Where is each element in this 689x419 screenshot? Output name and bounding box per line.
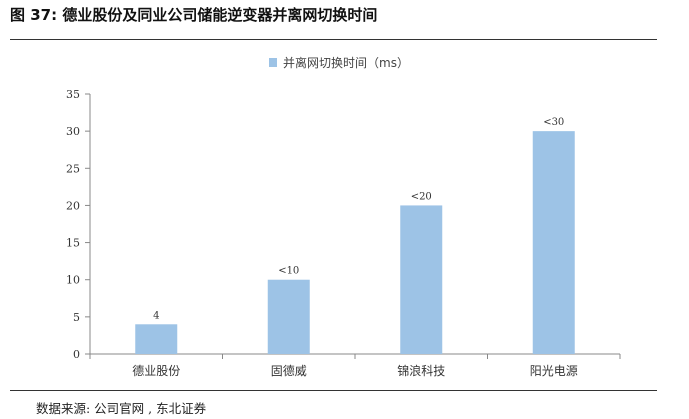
y-tick-label: 15 xyxy=(66,237,80,250)
category-label: 锦浪科技 xyxy=(397,363,445,378)
data-label: <20 xyxy=(411,191,432,202)
y-tick-label: 30 xyxy=(66,125,80,138)
bar xyxy=(532,131,575,354)
data-label: 4 xyxy=(153,310,159,321)
category-label: 阳光电源 xyxy=(530,364,578,378)
title-divider xyxy=(10,39,657,40)
bar xyxy=(267,279,310,354)
data-label: <10 xyxy=(278,266,299,277)
data-labels: 4 <10 <20 <30 xyxy=(153,117,564,321)
bars xyxy=(135,131,575,354)
bar xyxy=(135,324,178,354)
y-axis: 0 5 10 15 20 25 30 35 xyxy=(66,88,91,361)
source-divider xyxy=(10,390,657,391)
bar xyxy=(400,205,443,354)
x-axis xyxy=(89,353,621,359)
bar-chart: 并离网切换时间（ms） 0 5 10 15 20 25 30 35 4 <10 <20 <30 德业… xyxy=(66,55,621,378)
y-tick-label: 35 xyxy=(66,88,80,101)
category-labels: 德业股份 固德威 锦浪科技 阳光电源 xyxy=(132,363,578,378)
category-label: 固德威 xyxy=(271,363,307,378)
y-tick-label: 5 xyxy=(73,311,80,324)
y-tick-label: 0 xyxy=(73,348,80,361)
y-tick-label: 10 xyxy=(66,274,80,287)
figure-title: 图 37: 德业股份及同业公司储能逆变器并离网切换时间 xyxy=(10,6,378,24)
source-note: 数据来源: 公司官网 , 东北证券 xyxy=(36,401,207,416)
y-tick-label: 20 xyxy=(66,199,80,212)
legend-label: 并离网切换时间（ms） xyxy=(283,55,409,70)
legend: 并离网切换时间（ms） xyxy=(269,55,409,70)
y-tick-label: 25 xyxy=(66,162,80,175)
category-label: 德业股份 xyxy=(132,363,180,378)
legend-swatch xyxy=(269,58,277,67)
data-label: <30 xyxy=(543,117,564,128)
